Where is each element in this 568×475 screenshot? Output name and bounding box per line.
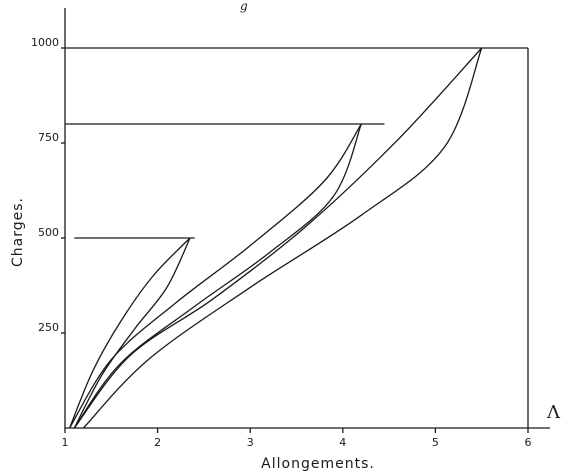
curve-6 (83, 47, 483, 429)
curves (68, 47, 483, 429)
curve-5 (73, 47, 483, 429)
x-tick-label: 4 (339, 436, 346, 449)
y-tick-label: 500 (38, 226, 59, 239)
x-tick-label: 3 (247, 436, 254, 449)
y-tick-label: 750 (38, 131, 59, 144)
x-tick-label: 2 (154, 436, 161, 449)
x-axis-label: Allongements. (261, 456, 375, 472)
reference-lines (65, 47, 529, 428)
y-tick-label: 1000 (31, 36, 59, 49)
y-axis-label: Charges. (10, 197, 26, 267)
curve-1 (68, 237, 191, 429)
ticks: 1 2 3 4 5 6 250 500 750 1000 (31, 36, 532, 449)
axes (64, 8, 550, 429)
curve-2 (73, 237, 191, 429)
header-mark: g (240, 0, 248, 13)
curve-4 (73, 123, 362, 429)
corner-label: Λ (546, 402, 561, 423)
y-tick-label: 250 (38, 321, 59, 334)
curve-3 (69, 123, 362, 429)
x-tick-label: 1 (62, 436, 69, 449)
x-tick-label: 5 (432, 436, 439, 449)
x-tick-label: 6 (525, 436, 532, 449)
